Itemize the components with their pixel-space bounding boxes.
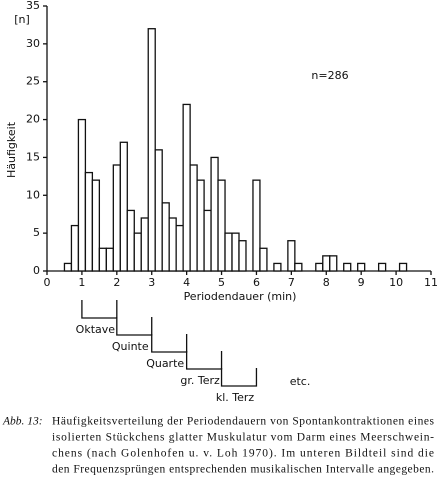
bar: [377, 262, 387, 272]
bar: [119, 141, 128, 272]
interval-bracket: [220, 368, 258, 387]
bar: [126, 209, 135, 272]
intervals-more: etc.: [290, 375, 311, 388]
caption-line: chens (nach Golenhofen u. v. Loh 1970). …: [52, 448, 434, 460]
bar: [175, 224, 184, 272]
interval-bracket: [185, 351, 223, 370]
x-tick-label: 7: [288, 276, 295, 289]
x-axis-label: Periodendauer (min): [184, 290, 297, 303]
bar: [105, 247, 114, 272]
y-tick-label: 10: [26, 188, 40, 201]
x-tick-label: 0: [44, 276, 51, 289]
y-tick-label: 20: [26, 113, 40, 126]
caption-label: Abb. 13:: [2, 416, 43, 428]
bar: [322, 255, 331, 272]
x-tick-label: 11: [424, 276, 437, 289]
x-tick-label: 2: [113, 276, 120, 289]
bar: [343, 262, 352, 272]
x-tick-label: 1: [78, 276, 85, 289]
bar: [294, 262, 303, 272]
bar: [238, 240, 247, 272]
bar: [252, 179, 261, 272]
bar: [287, 240, 296, 272]
interval-bracket: [151, 334, 188, 353]
bar: [147, 28, 156, 272]
interval-label: Quarte: [146, 357, 184, 370]
bar: [357, 262, 366, 272]
x-tick-label: 8: [323, 276, 330, 289]
bar: [259, 247, 268, 272]
interval-bracket: [81, 300, 118, 319]
y-tick-label: 35: [26, 0, 40, 12]
bar: [154, 149, 163, 272]
bar: [231, 232, 240, 272]
bar: [140, 217, 149, 272]
y-tick-label: 15: [26, 150, 40, 163]
caption-line: den Frequenzsprüngen entsprechenden musi…: [52, 464, 434, 476]
bar: [398, 262, 408, 272]
y-tick-label: 30: [26, 37, 40, 50]
bar: [161, 202, 170, 272]
bar: [217, 179, 226, 272]
caption-line: Häufigkeitsverteilung der Periodendauern…: [52, 416, 435, 428]
bar: [133, 232, 142, 272]
x-tick-label: 3: [148, 276, 155, 289]
interval-label: kl. Terz: [216, 391, 255, 404]
bar: [210, 156, 219, 272]
x-tick-label: 6: [253, 276, 260, 289]
x-tick-label: 4: [183, 276, 190, 289]
x-tick-label: 5: [218, 276, 225, 289]
bar: [329, 255, 338, 272]
annotation: n=286: [311, 69, 348, 82]
bar: [98, 247, 107, 272]
bar: [70, 224, 80, 272]
bar: [182, 103, 191, 272]
bar: [315, 262, 324, 272]
interval-label: Oktave: [76, 323, 116, 336]
bar: [112, 164, 121, 272]
interval-label: Quinte: [112, 340, 149, 353]
bar: [91, 179, 101, 272]
x-tick-label: 10: [389, 276, 403, 289]
bar: [77, 118, 87, 272]
bar: [63, 262, 73, 272]
interval-bracket: [116, 317, 153, 336]
y-unit: [n]: [14, 13, 30, 26]
interval-label: gr. Terz: [180, 374, 220, 387]
caption-line: isolierten Stückchens glatter Muskulatur…: [52, 432, 434, 444]
bar: [189, 164, 198, 272]
y-tick-label: 0: [33, 264, 40, 277]
bar: [84, 171, 94, 272]
y-axis-label: Häufigkeit: [5, 121, 18, 178]
bar: [273, 262, 282, 272]
x-tick-label: 9: [358, 276, 365, 289]
y-tick-label: 5: [33, 226, 40, 239]
bar: [168, 217, 177, 272]
y-tick-label: 25: [26, 75, 40, 88]
bar: [224, 232, 233, 272]
bar: [196, 179, 205, 272]
bar: [203, 209, 212, 272]
